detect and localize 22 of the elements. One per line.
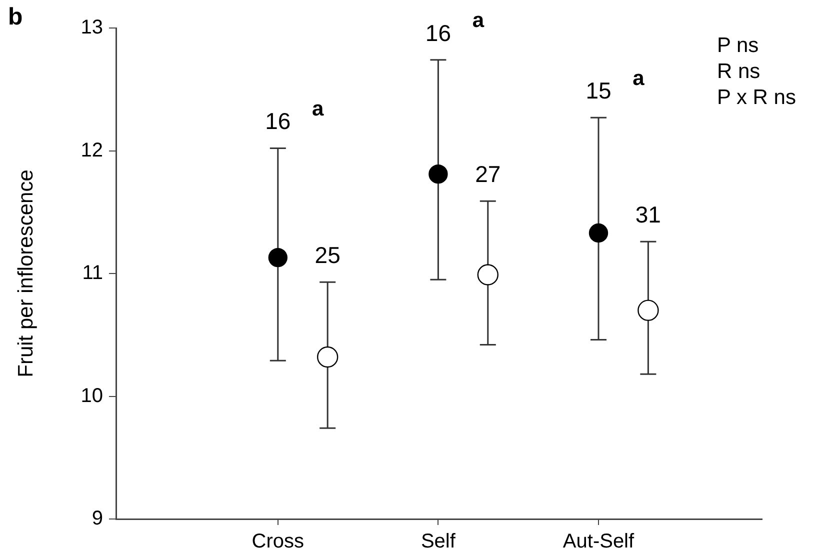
y-tick-label: 10: [80, 384, 103, 407]
annotation: 31: [635, 201, 661, 228]
x-tick-label: Aut-Self: [562, 530, 635, 553]
x-tick-label: Self: [420, 530, 456, 553]
y-tick-label: 13: [80, 16, 103, 39]
annotation: 27: [475, 160, 501, 187]
y-axis-title: Fruit per inflorescence: [14, 170, 38, 378]
annotation: 25: [314, 242, 340, 268]
annotation: R ns: [717, 60, 760, 83]
annotation: a: [472, 9, 484, 32]
y-tick-label: 9: [92, 508, 103, 530]
annotation: a: [312, 98, 324, 121]
annotation: 15: [586, 77, 612, 104]
annotation: a: [632, 66, 645, 90]
x-tick-label: Cross: [252, 530, 304, 553]
annotation: 16: [265, 108, 291, 134]
chart-title: b: [8, 4, 23, 31]
y-tick-label: 12: [80, 139, 103, 162]
y-tick-label: 11: [82, 262, 103, 284]
annotation: P x R ns: [717, 86, 796, 109]
annotation: P ns: [717, 34, 759, 57]
annotation: 16: [425, 20, 451, 46]
